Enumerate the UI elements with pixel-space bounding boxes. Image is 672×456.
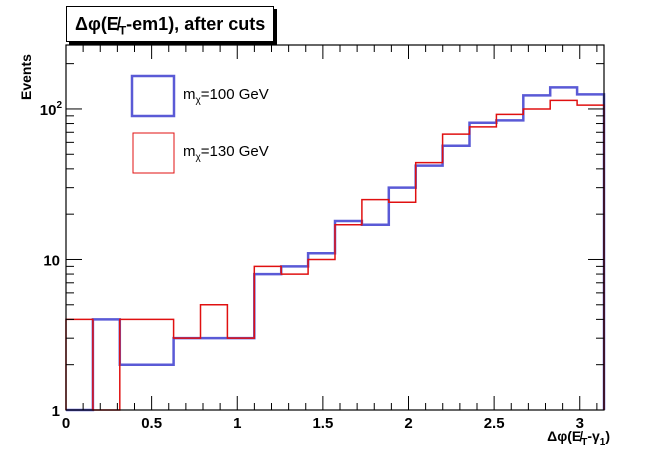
legend-boxes: [130, 74, 176, 174]
legend-swatch-100gev: [130, 74, 176, 118]
x-tick-label: 3: [576, 415, 584, 432]
x-tick-label: 2: [404, 415, 412, 432]
y-tick-label: 1: [52, 403, 60, 420]
y-tick-label: 102: [40, 100, 63, 119]
x-tick-label: 2.5: [484, 415, 505, 432]
x-axis-label: Δφ(E̸T-γ1): [547, 428, 610, 448]
y-tick-label: 10: [43, 252, 60, 269]
x-tick-label: 0.5: [141, 415, 162, 432]
axes: 0 0.5 1 1.5 2 2.5 3 1 10 102: [40, 44, 605, 432]
legend-swatch-130gev: [132, 132, 175, 174]
legend-entry-100gev: mχ=100 GeV: [183, 86, 269, 106]
x-tick-label: 1.5: [312, 415, 333, 432]
x-tick-label: 1: [233, 415, 241, 432]
y-axis-label: Events: [18, 54, 34, 100]
series-130gev-line: [65, 99, 605, 411]
plot-frame: [65, 44, 605, 411]
legend-entry-130gev: mχ=130 GeV: [183, 143, 269, 163]
chart-title: Δφ(E̸T-em1), after cuts: [66, 6, 275, 42]
histogram-lines: [65, 86, 606, 412]
x-tick-label: 0: [62, 415, 70, 432]
